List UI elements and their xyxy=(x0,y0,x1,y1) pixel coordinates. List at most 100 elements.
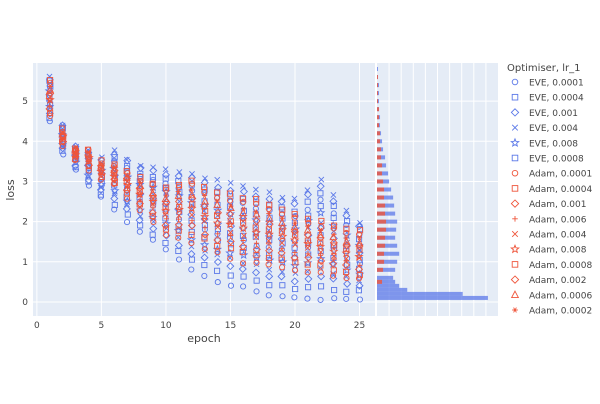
data-point xyxy=(265,254,272,262)
data-point xyxy=(188,177,195,184)
data-point xyxy=(110,185,120,195)
data-point xyxy=(356,246,363,253)
data-point xyxy=(252,227,261,236)
data-point xyxy=(279,246,285,252)
legend-item[interactable]: Adam, 0.006 xyxy=(512,215,587,225)
data-point xyxy=(240,206,247,212)
data-point xyxy=(317,256,326,265)
data-point xyxy=(279,268,286,275)
data-point xyxy=(316,230,325,239)
legend-item[interactable]: EVE, 0.004 xyxy=(511,124,578,134)
data-point xyxy=(279,206,286,213)
histogram-bar xyxy=(377,139,381,144)
data-point xyxy=(355,265,364,274)
data-point xyxy=(252,186,259,193)
data-point xyxy=(111,147,118,154)
legend-label: EVE, 0.0001 xyxy=(529,79,584,89)
data-point xyxy=(214,183,223,192)
data-point xyxy=(124,211,131,218)
data-point xyxy=(238,242,247,251)
legend-item[interactable]: Adam, 0.008 xyxy=(510,244,587,256)
data-point xyxy=(265,272,274,281)
data-point xyxy=(161,206,171,216)
data-point xyxy=(213,200,222,208)
data-point xyxy=(98,160,105,167)
data-point xyxy=(328,220,338,230)
data-point xyxy=(292,249,298,256)
legend-item[interactable]: Adam, 0.0004 xyxy=(511,185,592,195)
data-point xyxy=(150,164,156,171)
data-point xyxy=(265,261,272,268)
data-point xyxy=(225,219,235,229)
data-point xyxy=(202,225,208,231)
data-point xyxy=(201,183,208,191)
legend-item[interactable]: EVE, 0.0008 xyxy=(511,155,584,165)
data-point xyxy=(316,207,326,217)
data-point xyxy=(343,279,352,288)
data-point xyxy=(227,229,234,236)
data-point xyxy=(240,219,247,226)
x-tick-label: 0 xyxy=(34,321,40,331)
data-point xyxy=(303,230,312,239)
data-point xyxy=(226,186,235,195)
legend-label: Adam, 0.0002 xyxy=(529,307,592,317)
histogram-bar xyxy=(377,99,379,104)
legend-label: Adam, 0.001 xyxy=(529,200,586,210)
legend-item[interactable]: Adam, 0.004 xyxy=(511,231,587,241)
legend-item[interactable]: Adam, 0.002 xyxy=(510,275,586,286)
data-point xyxy=(342,237,351,245)
data-point xyxy=(137,197,143,203)
legend-item[interactable]: Adam, 0.0002 xyxy=(512,307,592,317)
data-point xyxy=(150,218,157,226)
data-point xyxy=(226,190,233,197)
legend-marker xyxy=(510,137,520,147)
histogram-bar xyxy=(377,195,394,200)
data-point xyxy=(227,197,234,204)
data-point xyxy=(253,209,259,215)
data-point xyxy=(305,251,311,257)
data-point xyxy=(161,170,170,179)
data-point xyxy=(137,213,144,220)
data-point xyxy=(239,195,246,202)
data-point xyxy=(227,218,234,225)
data-point xyxy=(304,198,311,205)
data-point xyxy=(277,197,286,206)
histogram-bar xyxy=(377,187,392,192)
legend-item[interactable]: EVE, 0.008 xyxy=(510,137,578,149)
legend-title: Optimiser, lr_1 xyxy=(507,63,581,74)
data-point xyxy=(266,201,273,208)
x-axis-label: epoch xyxy=(187,332,221,345)
y-tick-labels: 0 1 2 3 4 5 xyxy=(22,97,28,308)
data-point xyxy=(227,203,235,212)
data-point xyxy=(305,219,312,227)
data-point xyxy=(213,205,223,215)
data-point xyxy=(329,238,338,247)
legend-item[interactable]: Adam, 0.0008 xyxy=(511,261,592,271)
legend-marker xyxy=(512,307,518,313)
legend-item[interactable]: EVE, 0.001 xyxy=(510,108,578,119)
data-point xyxy=(84,176,93,185)
data-point xyxy=(265,246,274,255)
data-point xyxy=(227,241,234,248)
histogram-bar xyxy=(377,163,383,168)
data-point xyxy=(354,222,364,231)
data-point xyxy=(111,161,118,168)
data-point xyxy=(174,191,184,201)
legend-marker xyxy=(511,169,519,177)
legend-item[interactable]: Adam, 0.0006 xyxy=(510,290,593,301)
data-point xyxy=(279,264,286,271)
legend-item[interactable]: Adam, 0.0001 xyxy=(511,169,592,180)
data-point xyxy=(226,237,235,246)
data-point xyxy=(110,163,117,170)
data-point xyxy=(318,223,325,230)
legend-item[interactable]: EVE, 0.0004 xyxy=(511,94,584,104)
legend-item[interactable]: EVE, 0.0001 xyxy=(511,79,584,89)
y-tick-label: 5 xyxy=(22,97,28,107)
data-point xyxy=(265,214,274,222)
histogram-bar xyxy=(377,147,382,152)
data-point xyxy=(343,288,350,295)
data-point xyxy=(330,192,337,198)
data-point xyxy=(201,230,210,239)
legend-item[interactable]: Adam, 0.001 xyxy=(510,199,586,210)
